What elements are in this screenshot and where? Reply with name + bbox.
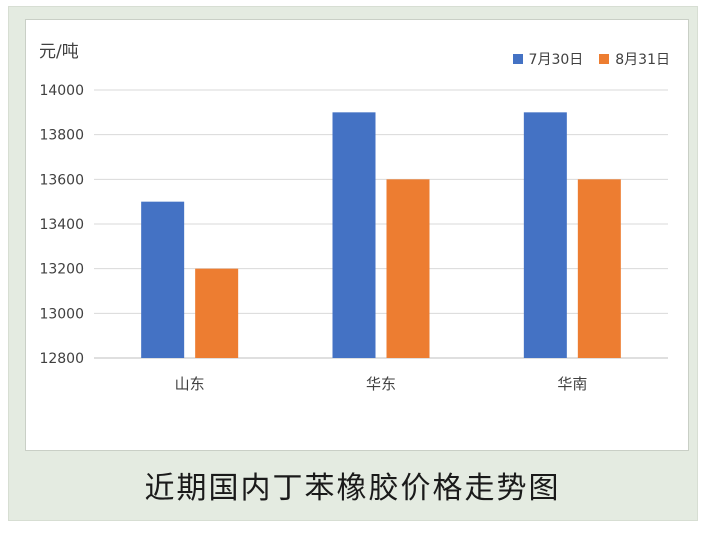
y-tick-label: 13400 xyxy=(39,217,84,233)
y-tick-label: 13200 xyxy=(39,262,84,278)
legend: 7月30日 8月31日 xyxy=(512,49,670,69)
bar-2-1 xyxy=(195,268,239,358)
x-category-label: 山东 xyxy=(175,375,205,393)
bar-1-3 xyxy=(523,112,567,358)
bar-chart: 14000 13800 13600 13400 13200 13000 12800 山东 华东 华… xyxy=(39,83,668,393)
bar-2-3 xyxy=(577,179,621,358)
x-category-label: 华南 xyxy=(557,375,587,393)
bar-1-1 xyxy=(141,201,185,358)
y-axis-unit-label: 元/吨 xyxy=(39,42,79,62)
legend-item-series-2: 8月31日 xyxy=(599,49,670,69)
legend-label-series-1: 7月30日 xyxy=(528,52,584,68)
bar-2-2 xyxy=(386,179,430,358)
legend-label-series-2: 8月31日 xyxy=(615,52,670,68)
y-tick-label: 13000 xyxy=(39,306,84,322)
legend-swatch-series-2 xyxy=(599,54,610,64)
y-tick-label: 13800 xyxy=(39,128,84,144)
legend-swatch-series-1 xyxy=(512,54,523,64)
chart-panel: 元/吨 7月30日 8月31日 14000 13800 13600 13400 1320… xyxy=(25,19,689,451)
y-tick-label: 14000 xyxy=(39,83,84,99)
x-category-label: 华东 xyxy=(366,375,396,393)
y-tick-label: 12800 xyxy=(39,351,84,367)
bar-1-2 xyxy=(332,112,376,358)
figure-caption: 近期国内丁苯橡胶价格走势图 xyxy=(144,471,561,506)
legend-item-series-1: 7月30日 xyxy=(512,49,584,69)
y-tick-label: 13600 xyxy=(39,172,84,188)
